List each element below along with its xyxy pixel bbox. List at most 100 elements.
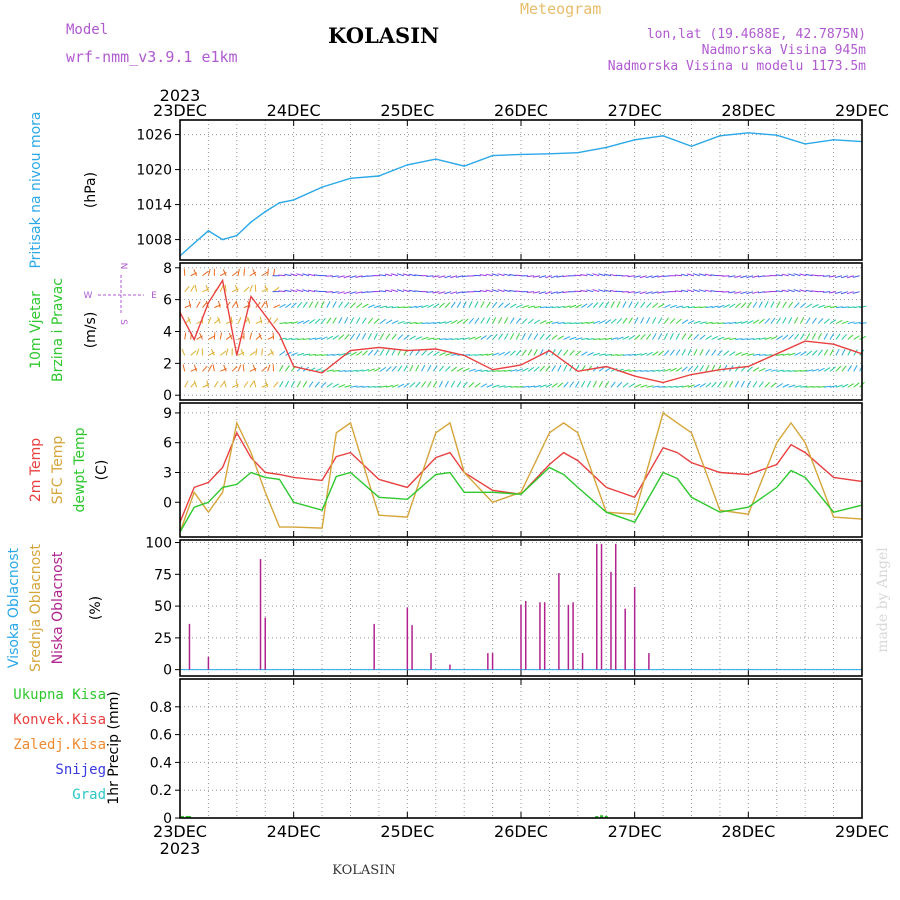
wind-vector [787, 289, 795, 293]
wind-vector [610, 354, 618, 356]
wind-vector [373, 367, 381, 372]
wind-vector [438, 365, 445, 372]
date-label-bottom: 28DEC [721, 822, 775, 841]
wind-vector [492, 301, 498, 308]
wind-vector [337, 291, 345, 294]
pressure-point [434, 158, 437, 160]
wind-vector [521, 367, 529, 372]
wind-vector [492, 370, 500, 372]
cloud-ytick-label: 50 [154, 599, 172, 615]
wind-ytick-label: 8 [163, 261, 172, 277]
wind-vector [480, 369, 488, 372]
wind-vector [456, 367, 464, 372]
wind-vector [639, 291, 647, 295]
wind-vector [545, 306, 553, 309]
wind-vector [681, 366, 688, 372]
wind-vector [693, 320, 701, 325]
wind-vector [273, 381, 279, 388]
wind-vector [486, 334, 493, 340]
wind-vector [296, 302, 303, 308]
wind-vector [486, 383, 494, 388]
wind-vector [456, 319, 464, 324]
wind-vector [415, 305, 423, 309]
temperature-ylabel-1: SFC Temp [50, 436, 66, 505]
wind-vector [770, 382, 777, 388]
wind-vector [303, 353, 311, 356]
cloud-ylabel-0: Visoka Oblacnost [6, 547, 22, 668]
cloud-ytick-label: 75 [154, 567, 172, 583]
wind-vector [800, 333, 805, 340]
wind-vector [699, 383, 706, 388]
wind-vector [444, 291, 452, 295]
wind-vector [675, 274, 683, 277]
wind-vector [297, 352, 305, 356]
wind-vector [746, 291, 754, 295]
wind-vector [812, 386, 820, 388]
wind-vector [461, 291, 469, 294]
wind-vector [219, 285, 224, 292]
wind-vector [258, 332, 263, 340]
wind-vector [344, 317, 349, 324]
wind-vector [492, 352, 500, 356]
wind-vector [752, 367, 760, 372]
wind-vector [350, 351, 357, 356]
date-axis-bottom: 23DEC 24DEC 25DEC 26DEC 27DEC 28DEC 29DEC [153, 822, 889, 841]
wind-vector [314, 301, 319, 308]
wind-vector [243, 381, 249, 388]
wind-vector [285, 321, 293, 325]
wind-vector [367, 275, 375, 277]
precip-frame [179, 678, 863, 819]
wind-vector [651, 291, 659, 295]
wind-vector [770, 317, 776, 324]
wind-vector [432, 275, 440, 278]
wind-vector [249, 284, 253, 292]
wind-vector [634, 301, 639, 308]
pressure-point [804, 143, 806, 145]
wind-vector [693, 383, 701, 388]
wind-vector [722, 291, 730, 293]
pressure-point [349, 177, 352, 180]
wind-vector [675, 305, 684, 309]
wind-vector [788, 301, 794, 308]
wind-vector [421, 350, 427, 356]
wind-vector [752, 353, 761, 356]
date-label-bottom: 29DEC [835, 822, 889, 841]
wind-vector [800, 385, 808, 388]
temperature-ytick-label: 9 [163, 406, 172, 422]
wind-vector [556, 291, 564, 294]
wind-vector [823, 291, 831, 293]
wind-vector [313, 274, 321, 277]
wind-vector [356, 302, 363, 309]
wind-vector [775, 274, 783, 277]
wind-vector [468, 368, 476, 372]
cloud-frame [179, 539, 863, 677]
wind-vector [687, 384, 695, 388]
wind-vector [562, 291, 570, 294]
wind-vector [859, 305, 867, 309]
wind-vector [782, 317, 787, 324]
wind-vector [817, 318, 824, 324]
wind-vector [355, 333, 361, 340]
wind-vector [723, 337, 731, 340]
wind-vector [314, 381, 320, 388]
wind-vector [261, 366, 268, 372]
precip-ytick-label: 0.2 [150, 783, 172, 799]
wind-vector [284, 380, 290, 388]
pressure-ylabel: Pritisak na nivou mora [28, 111, 44, 268]
wind-vector [539, 384, 547, 388]
wind-vector [705, 321, 713, 325]
wind-vector [290, 273, 298, 277]
wind-vector [699, 321, 707, 325]
wind-vector [610, 318, 617, 324]
wind-vector [379, 366, 387, 372]
wind-vector [207, 316, 212, 324]
wind-vector [326, 382, 333, 388]
pressure-ytick-label: 1026 [136, 128, 172, 144]
wind-vector [652, 351, 659, 356]
cloud-ylabel-2: Niska Oblacnost [50, 551, 66, 664]
wind-vector [794, 302, 800, 308]
wind-vector [296, 289, 304, 293]
wind-vector [474, 369, 482, 372]
wind-ytick-label: 2 [163, 356, 172, 372]
wind-vector [628, 383, 635, 388]
